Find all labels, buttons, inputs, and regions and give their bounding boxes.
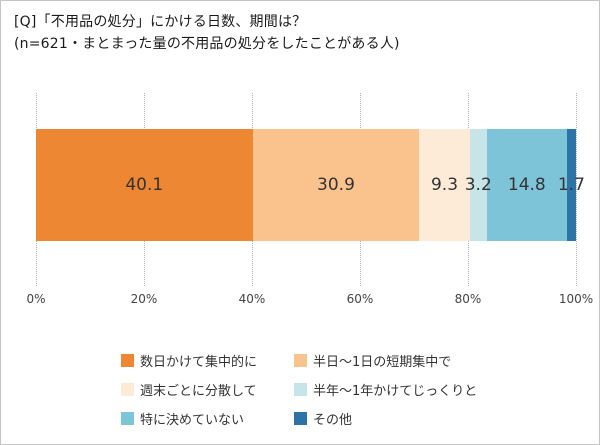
x-axis: 0% 20% 40% 60% 80% 100% <box>26 292 593 308</box>
legend-swatch <box>121 383 134 396</box>
legend-item-3: 半年～1年かけてじっくりと <box>294 382 478 399</box>
legend-swatch <box>294 354 307 367</box>
legend-swatch <box>121 412 134 425</box>
x-tick-label: 100% <box>558 292 594 306</box>
bar-segment-value: 40.1 <box>125 175 164 195</box>
legend-label: 半年～1年かけてじっくりと <box>313 384 478 399</box>
legend-swatch <box>294 383 307 396</box>
legend-label: 半日～1日の短期集中で <box>313 355 452 370</box>
gridline <box>576 93 577 286</box>
legend-label: 数日かけて集中的に <box>140 355 258 370</box>
bar-segment-5: 1.7 <box>558 129 585 241</box>
legend-item-2: 週末ごとに分散して <box>121 382 284 399</box>
stacked-bar: 40.1 30.9 9.3 3.2 14.8 1.7 <box>36 129 585 241</box>
chart-title: [Q]「不用品の処分」にかける日数、期間は？ <box>14 14 307 30</box>
x-tick-label: 20% <box>130 292 158 306</box>
legend-item-0: 数日かけて集中的に <box>121 353 284 370</box>
bar-segment-0: 40.1 <box>36 129 253 241</box>
legend-item-5: その他 <box>294 411 477 428</box>
x-tick-label: 60% <box>346 292 374 306</box>
plot-area: 40.1 30.9 9.3 3.2 14.8 1.7 <box>36 93 585 286</box>
legend-item-4: 特に決めていない <box>121 411 284 428</box>
legend: 数日かけて集中的に 半日～1日の短期集中で週末ごとに分散して 半年～1年かけてじっく… <box>121 353 478 428</box>
legend-label: その他 <box>313 413 353 428</box>
legend-label: 特に決めていない <box>140 413 245 428</box>
bar-segment-1: 30.9 <box>252 129 420 241</box>
bar-segment-value: 1.7 <box>557 175 585 195</box>
bar-segment-value: 3.2 <box>464 175 492 195</box>
bar-segment-3: 3.2 <box>465 129 492 241</box>
legend-label: 週末ごとに分散して <box>140 384 257 399</box>
x-tick-label: 80% <box>454 292 482 306</box>
bar-segment-value: 30.9 <box>317 175 355 195</box>
legend-swatch <box>121 354 134 367</box>
legend-swatch <box>294 412 307 425</box>
x-tick-label: 0% <box>26 292 46 306</box>
chart-subtitle: (n=621・まとまった量の不用品の処分をしたことがある人) <box>14 36 400 53</box>
bar-segment-2: 9.3 <box>419 129 470 241</box>
bar-segment-value: 9.3 <box>430 175 459 195</box>
chart-header: [Q]「不用品の処分」にかける日数、期間は？ (n=621・まとまった量の不用品… <box>14 11 589 56</box>
bar-segment-4: 14.8 <box>486 129 567 241</box>
x-tick-label: 40% <box>238 292 266 306</box>
legend-item-1: 半日～1日の短期集中で <box>294 353 477 370</box>
bar-segment-value: 14.8 <box>507 175 546 195</box>
